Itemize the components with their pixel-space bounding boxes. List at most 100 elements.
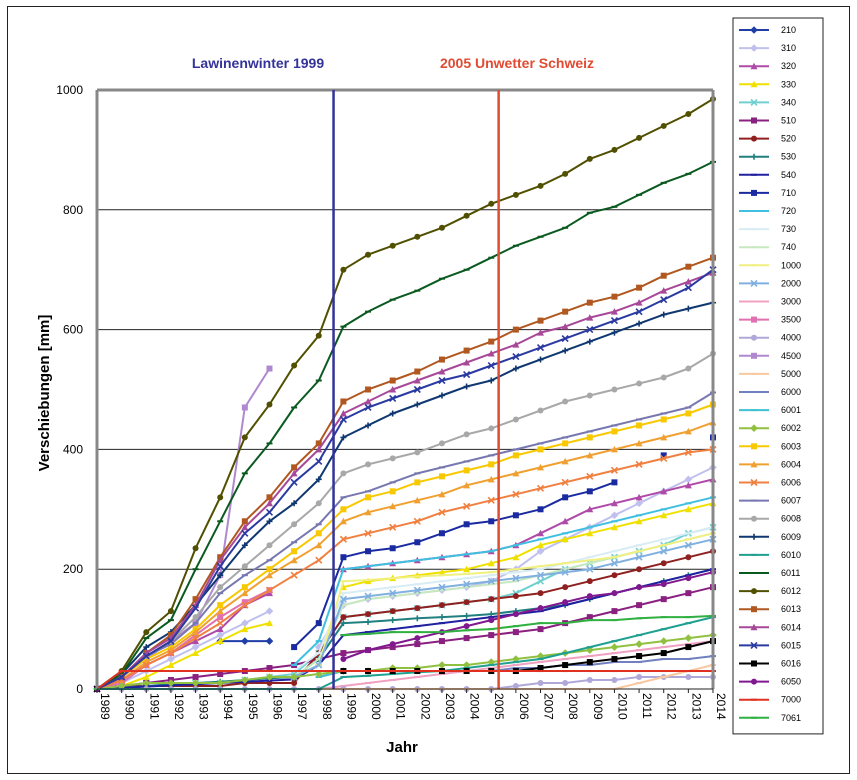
legend-item: 6010 (739, 550, 801, 560)
data-point (365, 632, 372, 635)
data-point (266, 442, 273, 445)
data-point (751, 533, 757, 540)
x-tick-label: 2001 (394, 693, 408, 720)
data-point (512, 625, 519, 628)
data-point (389, 641, 396, 648)
data-point (537, 446, 544, 453)
series-line (97, 640, 714, 690)
x-tick-label: 1990 (123, 693, 137, 720)
data-point (611, 329, 618, 336)
data-point (562, 494, 569, 501)
y-tick-label: 800 (63, 203, 83, 217)
data-point (751, 409, 757, 412)
data-point (586, 472, 594, 480)
y-tick-label: 0 (76, 682, 83, 696)
data-point (586, 488, 593, 495)
legend-item: 210 (739, 25, 796, 35)
data-point (216, 562, 224, 570)
data-point (750, 80, 758, 88)
data-point (750, 478, 758, 487)
data-point (339, 415, 347, 424)
data-point (562, 680, 569, 687)
data-point (315, 523, 322, 526)
data-point (512, 326, 519, 333)
legend-label: 7000 (781, 695, 801, 705)
data-point (438, 602, 445, 609)
data-point (611, 386, 618, 393)
series-line (96, 403, 714, 690)
data-point (414, 368, 421, 375)
data-point (512, 571, 519, 574)
data-point (562, 436, 569, 439)
legend-label: 6016 (781, 659, 801, 669)
series-line (96, 391, 714, 690)
data-point (389, 670, 396, 673)
x-tick-label: 1989 (98, 693, 112, 720)
data-point (290, 571, 298, 579)
data-point (314, 670, 323, 678)
legend-label: 7061 (781, 713, 801, 723)
data-point (636, 617, 643, 620)
data-point (266, 365, 273, 372)
legend-label: 740 (781, 242, 796, 252)
data-point (414, 615, 421, 622)
data-point (751, 264, 757, 267)
data-point (562, 599, 569, 606)
data-point (537, 590, 544, 597)
data-point (291, 521, 298, 528)
data-point (241, 529, 249, 537)
data-point (167, 655, 175, 663)
legend-item: 1000 (739, 260, 801, 270)
data-point (611, 572, 618, 579)
data-point (512, 661, 519, 664)
data-point (265, 673, 274, 681)
data-point (463, 383, 470, 390)
data-point (684, 541, 692, 549)
legend-item: 6013 (739, 604, 801, 614)
data-point (438, 556, 445, 559)
data-point (660, 272, 667, 279)
data-point (488, 200, 495, 207)
series-7000 (94, 670, 716, 690)
data-point (340, 506, 347, 513)
data-point (413, 586, 421, 594)
data-point (586, 659, 593, 666)
data-point (389, 545, 396, 552)
legend-label: 6003 (781, 441, 801, 451)
data-point (290, 469, 298, 477)
data-point (586, 593, 593, 600)
data-point (315, 530, 322, 537)
data-point (266, 494, 273, 501)
data-point (265, 571, 273, 579)
data-point (241, 601, 249, 609)
data-point (751, 553, 757, 556)
data-point (636, 584, 643, 591)
data-point (751, 372, 757, 375)
data-point (365, 422, 372, 429)
data-point (340, 398, 347, 405)
data-point (512, 664, 519, 667)
data-point (684, 278, 692, 285)
data-point (685, 305, 692, 312)
legend-item: 720 (739, 206, 796, 216)
data-point (438, 631, 445, 634)
data-point (562, 562, 569, 565)
data-point (339, 517, 347, 525)
data-point (586, 655, 593, 658)
legend-label: 4500 (781, 351, 801, 361)
data-point (389, 523, 397, 531)
data-point (685, 616, 692, 619)
data-point (488, 461, 495, 468)
data-point (611, 590, 618, 597)
data-point (192, 614, 199, 621)
data-point (315, 620, 322, 627)
data-point (291, 362, 298, 369)
data-point (365, 310, 372, 313)
data-point (463, 612, 470, 619)
data-point (586, 326, 594, 334)
data-point (685, 410, 692, 417)
data-point (290, 673, 298, 681)
data-point (751, 316, 757, 323)
data-point (488, 617, 495, 624)
data-point (167, 608, 174, 615)
